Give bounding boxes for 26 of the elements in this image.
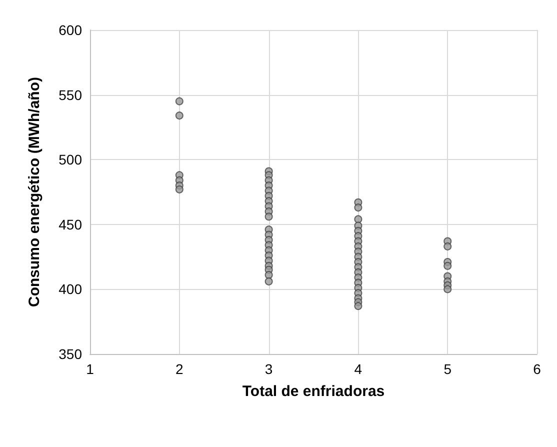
point — [444, 285, 452, 294]
point — [444, 262, 452, 270]
x-tick-label: 5 — [444, 361, 452, 377]
y-tick-label: 550 — [58, 86, 82, 103]
point — [175, 97, 184, 106]
point — [175, 112, 184, 120]
point — [354, 302, 362, 310]
y-tick-label: 600 — [58, 22, 82, 38]
x-tick-label: 2 — [176, 361, 184, 377]
point — [175, 185, 184, 194]
point — [264, 270, 273, 279]
y-tick-label: 350 — [58, 346, 82, 362]
x-tick-label: 4 — [354, 361, 362, 377]
point — [354, 215, 362, 224]
point — [264, 212, 273, 221]
x-tick-label: 6 — [533, 361, 542, 377]
x-tick-label: 1 — [86, 361, 94, 377]
y-axis-title: Consumo energético (MWh/año) — [26, 77, 43, 307]
point — [444, 242, 452, 250]
y-tick-label: 450 — [58, 216, 82, 232]
x-tick-label: 3 — [264, 361, 273, 377]
x-axis-title: Total de enfriadoras — [242, 383, 385, 400]
y-tick-label: 400 — [58, 281, 82, 298]
point — [264, 277, 273, 286]
y-tick-label: 500 — [58, 152, 82, 168]
point — [354, 204, 362, 212]
